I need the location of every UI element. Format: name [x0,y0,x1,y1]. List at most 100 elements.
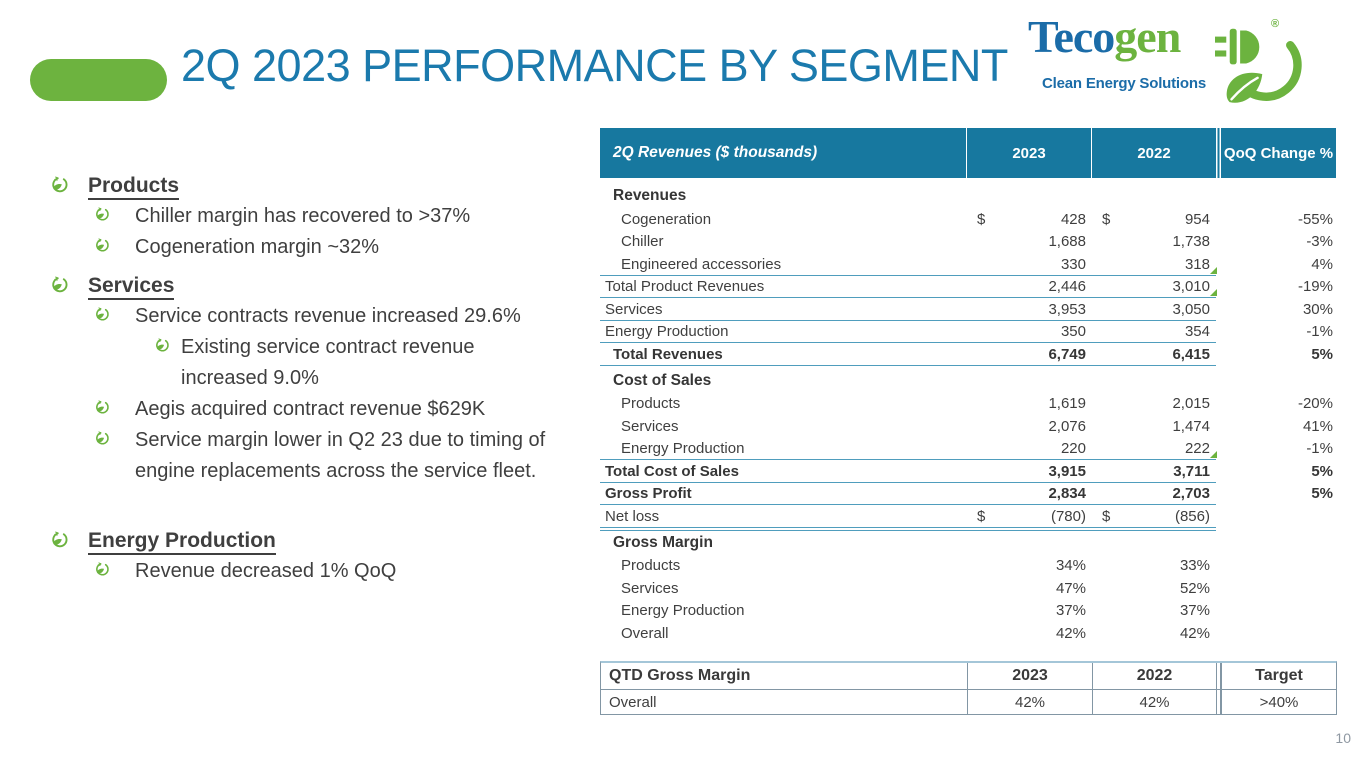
table-row: Cogeneration $428 $954 -55% [600,208,1336,231]
value-2022: 2,703 [1172,485,1210,503]
row-label: Energy Production [605,323,729,341]
value-2022: 222 [1184,440,1210,458]
row-label: Energy Production [621,602,745,620]
row-border-line [600,481,1216,483]
revenue-header-qoq: QoQ Change % [1223,144,1334,162]
row-label: Total Product Revenues [605,278,765,296]
value-2023: 2,446 [1048,278,1086,296]
leaf-swirl-icon [1226,41,1302,103]
value-2023: 1,619 [1048,395,1086,413]
revenue-header-label: 2Q Revenues ($ thousands) [600,128,967,178]
row-label: Gross Profit [605,485,692,503]
revenue-header-2023: 2023 [967,128,1092,178]
bullet-item: Service margin lower in Q2 23 due to tim… [35,425,610,487]
row-label: Chiller [621,233,664,251]
value-2023: 220 [1060,440,1086,458]
value-2022: 52% [1179,579,1210,597]
qtd-table-row: Overall 42% 42% >40% [601,690,1336,714]
column-gap [1216,690,1221,714]
qtd-header-target: Target [1221,663,1336,689]
dollar-sign: $ [1102,210,1111,228]
value-2023: 330 [1060,255,1086,273]
tecogen-leaf-bullet-icon [51,276,69,294]
row-border-line [600,526,1216,531]
bullet-text: Products [88,174,180,200]
tecogen-leaf-bullet-icon [155,338,170,353]
revenue-table-header: 2Q Revenues ($ thousands) 2023 2022 QoQ … [600,128,1336,178]
value-2023: 3,953 [1048,300,1086,318]
table-row: Services 2,076 1,474 41% [600,415,1336,438]
bullet-text: Aegis acquired contract revenue $629K [135,398,486,420]
tecogen-leaf-bullet-icon [95,307,110,322]
logo-text-teco: Teco [1028,11,1115,62]
value-2023: 2,834 [1048,485,1086,503]
row-label: Energy Production [621,440,745,458]
qtd-table-body: Overall 42% 42% >40% [601,690,1336,714]
table-row: Gross Profit 2,834 2,703 5% [600,483,1336,505]
row-label: Cost of Sales [613,371,712,389]
bullet-item: Revenue decreased 1% QoQ [35,556,610,587]
table-row: Energy Production 220 222 -1% [600,438,1336,460]
value-target: >40% [1221,690,1336,714]
qtd-header-divider [1216,663,1221,689]
row-label: Overall [621,624,669,642]
tecogen-leaf-bullet-icon [51,531,69,549]
value-2022: 42% [1179,624,1210,642]
table-row: Cost of Sales [600,369,1336,393]
qtd-header-label: QTD Gross Margin [609,667,751,684]
revenue-header-divider [1216,128,1221,178]
value-qoq: -1% [1306,323,1333,341]
value-2022: 3,711 [1173,462,1210,480]
row-border-line [600,319,1216,321]
qtd-header-2023: 2023 [967,663,1092,689]
bullet-text: Existing service contract revenue increa… [181,336,475,389]
dollar-sign: $ [977,507,986,525]
page-number: 10 [1335,730,1351,746]
table-row: Energy Production 350 354 -1% [600,321,1336,343]
table-row: Energy Production 37% 37% [600,600,1336,623]
value-qoq: -20% [1297,395,1333,413]
tecogen-leaf-bullet-icon [95,238,110,253]
dollar-sign: $ [1102,507,1111,525]
table-row: Services 3,953 3,050 30% [600,298,1336,321]
revenue-table-body: Revenues Cogeneration $428 $954 -55% Chi… [600,178,1336,645]
value-2022: 3,010 [1172,278,1210,296]
table-row: Gross Margin [600,531,1336,555]
value-2022: $954 [1102,210,1210,228]
title-accent-pill [30,59,167,101]
value-qoq: 5% [1311,485,1333,503]
value-qoq: 30% [1302,300,1333,318]
value-qoq: 41% [1302,417,1333,435]
row-border-line [600,289,1217,298]
value-qoq: -55% [1297,210,1333,228]
row-border-line [600,364,1216,366]
value-2022: 1,738 [1172,233,1210,251]
row-label: Services [605,300,663,318]
bullet-text: Chiller margin has recovered to >37% [135,205,471,227]
value-2023: 350 [1060,323,1086,341]
logo-text-gen: gen [1114,11,1181,62]
logo-tagline: Clean Energy Solutions [1042,75,1206,92]
bullet-text: Service margin lower in Q2 23 due to tim… [135,429,546,482]
table-row: Total Product Revenues 2,446 3,010 -19% [600,276,1336,298]
value-2022: 354 [1184,323,1210,341]
value-2022: 2,015 [1172,395,1210,413]
value-qoq: 5% [1311,462,1333,480]
qtd-header-2022: 2022 [1092,663,1216,689]
bullet-text: Service contracts revenue increased 29.6… [135,305,521,327]
row-label: Total Cost of Sales [605,462,739,480]
value-qoq: 4% [1311,255,1333,273]
table-row: Products 1,619 2,015 -20% [600,393,1336,416]
tecogen-leaf-bullet-icon [95,207,110,222]
table-row: Revenues [600,184,1336,208]
table-row: Products 34% 33% [600,555,1336,578]
table-row: Services 47% 52% [600,577,1336,600]
value-2023: 37% [1055,602,1086,620]
value-2023: 2,076 [1048,417,1086,435]
table-row: Total Revenues 6,749 6,415 5% [600,343,1336,366]
row-label: Cogeneration [621,210,712,228]
bullet-item: Cogeneration margin ~32% [35,232,610,263]
value-2023: 42% [967,690,1092,714]
row-label: Services [621,579,679,597]
